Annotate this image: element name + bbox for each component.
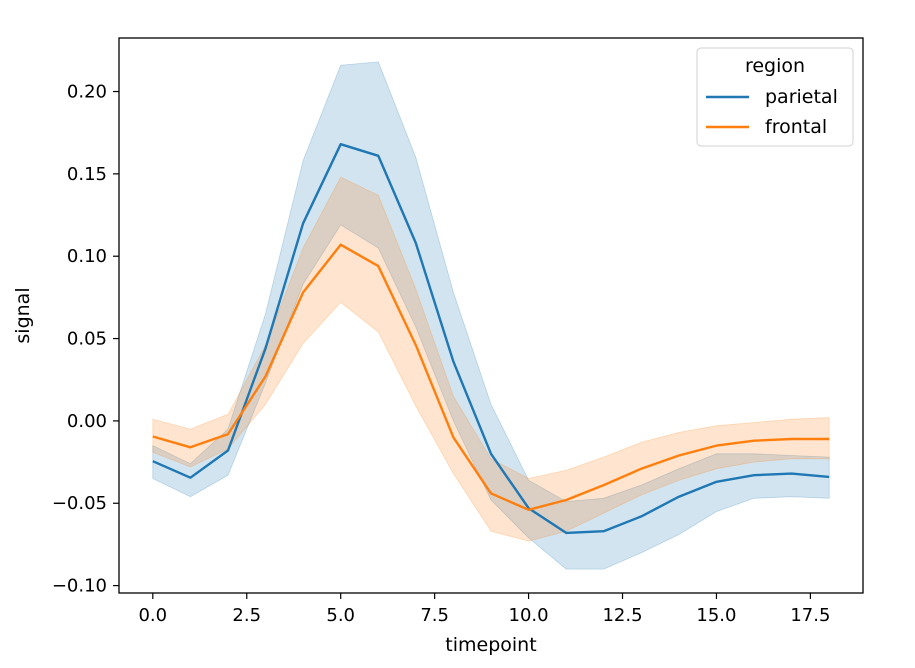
y-tick-label: −0.05 bbox=[52, 493, 107, 514]
legend: region parietal frontal bbox=[696, 47, 854, 147]
series-lines bbox=[152, 142, 830, 535]
y-tick-label: 0.15 bbox=[67, 164, 107, 185]
x-tick-label: 12.5 bbox=[602, 605, 642, 626]
y-axis-ticks: −0.10 −0.05 0.00 0.05 0.10 0.15 0.20 bbox=[52, 82, 119, 597]
x-tick-label: 10.0 bbox=[509, 605, 549, 626]
y-tick-label: −0.10 bbox=[52, 576, 107, 597]
y-tick-label: 0.00 bbox=[67, 411, 107, 432]
frontal-line bbox=[152, 243, 830, 511]
x-tick-label: 17.5 bbox=[790, 605, 830, 626]
plot-frame bbox=[118, 37, 864, 594]
y-axis-title: signal bbox=[12, 287, 34, 343]
x-axis-ticks: 0.0 2.5 5.0 7.5 10.0 12.5 15.0 17.5 bbox=[138, 593, 830, 626]
y-tick-label: 0.20 bbox=[67, 82, 107, 103]
x-tick-label: 0.0 bbox=[138, 605, 167, 626]
x-axis-title: timepoint bbox=[445, 634, 536, 656]
x-tick-label: 5.0 bbox=[326, 605, 355, 626]
y-tick-label: 0.05 bbox=[67, 329, 107, 350]
x-tick-label: 15.0 bbox=[696, 605, 736, 626]
legend-label-parietal: parietal bbox=[765, 86, 838, 108]
y-tick-label: 0.10 bbox=[67, 246, 107, 267]
x-tick-label: 2.5 bbox=[232, 605, 261, 626]
legend-label-frontal: frontal bbox=[765, 116, 827, 138]
x-tick-label: 7.5 bbox=[420, 605, 449, 626]
legend-title: region bbox=[745, 55, 805, 77]
parietal-line bbox=[152, 142, 830, 535]
parietal-confidence-band bbox=[152, 61, 830, 570]
legend-box bbox=[696, 47, 854, 147]
